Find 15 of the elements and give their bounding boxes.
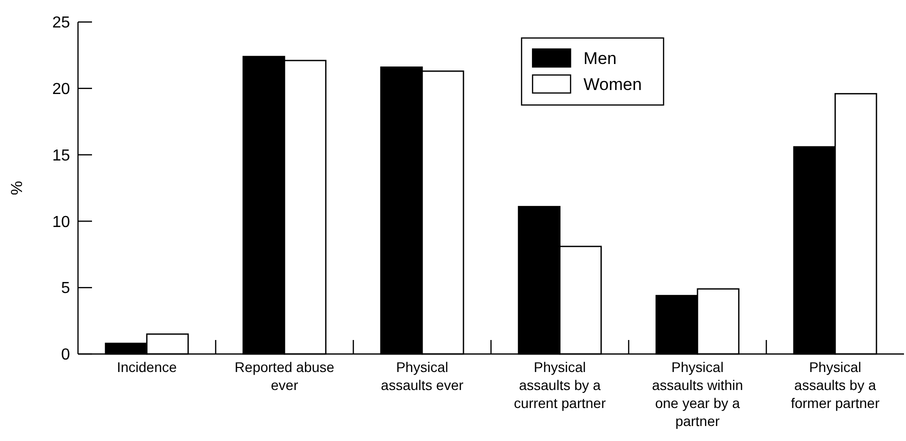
x-tick-label: Physical assaults by a former partner — [790, 359, 880, 411]
legend-label: Men — [584, 48, 617, 68]
x-tick-label: Incidence — [116, 359, 178, 375]
y-tick-label: 25 — [52, 14, 70, 32]
y-tick-label: 0 — [61, 346, 70, 364]
x-tick-label: Physical assaults by a current partner — [514, 359, 606, 411]
y-tick-label: 10 — [52, 214, 70, 231]
y-tick-label: 5 — [61, 280, 70, 298]
x-tick-label: Physical assaults within one year by a partner — [652, 359, 744, 429]
y-tick-label: 20 — [52, 81, 70, 98]
y-axis-title: % — [9, 180, 26, 196]
y-tick-label: 15 — [52, 147, 70, 164]
legend-label: Women — [584, 74, 642, 94]
x-tick-label: Physical assaults ever — [380, 359, 464, 393]
x-tick-label: Reported abuse ever — [234, 359, 335, 393]
